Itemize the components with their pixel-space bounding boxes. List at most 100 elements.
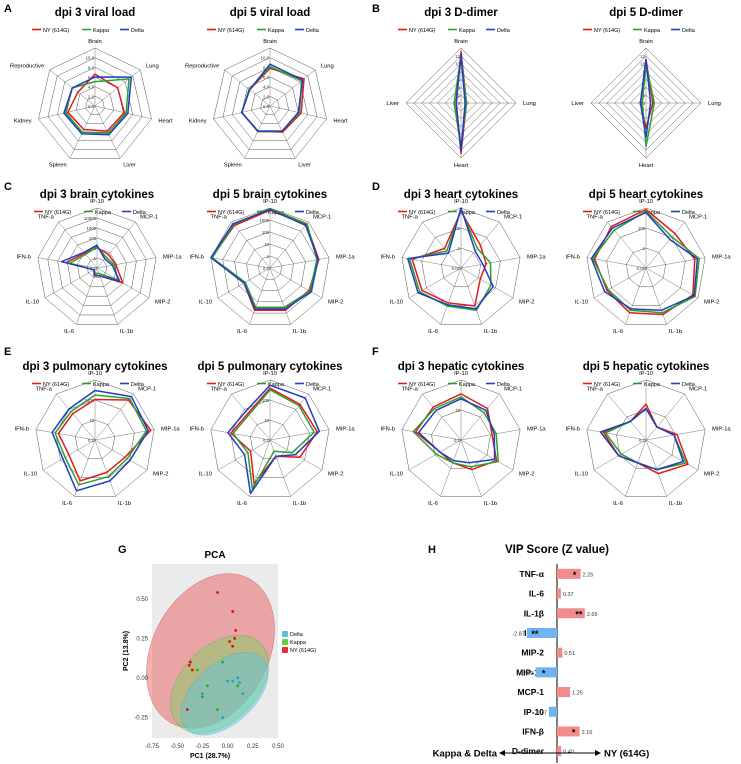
pca-point-ny (228, 640, 232, 643)
radar-grid-ring (260, 96, 280, 115)
chart-title: dpi 3 hepatic cytokines (398, 361, 525, 373)
radar-series-delta (455, 54, 466, 152)
radar-chart-6: dpi 3 heart cytokines NY (614G) Kappa Delta… (381, 189, 547, 335)
vip-category-label: IP-10 (524, 707, 545, 717)
chart-title: dpi 3 D-dimer (424, 7, 498, 19)
legend-label: Delta (133, 210, 147, 216)
radar-spoke (56, 393, 96, 441)
radar-axis-label: TNF-a (401, 215, 418, 221)
radar-series-ny (414, 393, 498, 471)
radar-axis-label: MCP-1 (689, 215, 707, 221)
radar-tick-label: 2 (643, 93, 646, 98)
radar-axis-label: MCP-1 (504, 215, 522, 221)
chart-title: dpi 3 viral load (55, 7, 136, 19)
radar-grid-ring (86, 257, 108, 278)
radar-spoke (269, 393, 309, 441)
pca-x-tick: -0.75 (145, 744, 159, 750)
radar-chart-0: dpi 3 viral load NY (614G) Kappa Delta 0.0 2.… (10, 7, 173, 169)
radar-axis-label: Heart (454, 163, 469, 169)
radar-tick-label: 10 (455, 408, 460, 413)
radar-tick-label: 4 (458, 85, 461, 90)
radar-axis-label: IL-1b (293, 329, 306, 335)
radar-axis-label: Kidney (14, 118, 32, 124)
radar-spoke (210, 257, 271, 269)
radar-grid-ring (222, 219, 318, 314)
radar-tick-label: 1 (94, 256, 97, 261)
vip-significance-mark: * (573, 570, 577, 580)
radar-series-ny (230, 387, 318, 485)
radar-axis-label: MIP-2 (328, 472, 343, 478)
vip-value-label: -2.87 (512, 631, 525, 637)
pca-point-ny (185, 708, 189, 711)
vip-bar (557, 588, 561, 599)
pca-point-ny (231, 610, 235, 613)
radar-axis-label: Lung (708, 101, 721, 107)
radar-chart-11: dpi 5 hepatic cytokines NY (614G) Kappa Del… (566, 361, 732, 507)
pca-y-tick: 0.00 (136, 676, 148, 682)
radar-axis-label: IFN-b (566, 426, 581, 432)
radar-series-delta (407, 207, 494, 310)
radar-axis-label: IFN-b (381, 254, 396, 260)
pca-chart: PCA -0.75 -0.50 -0.25 0.00 0.25 0.50 -0.25 0.00 0… (123, 550, 316, 760)
legend-label: Delta (497, 28, 511, 34)
radar-spoke (94, 105, 121, 159)
radar-tick-label: 10.0 (86, 56, 95, 61)
pca-point-ny (234, 629, 238, 632)
chart-title: dpi 5 hepatic cytokines (583, 361, 710, 373)
legend-label: Delta (682, 382, 696, 388)
pca-point-delta (226, 679, 230, 683)
vip-significance-mark: ** (575, 609, 583, 619)
radar-axis-label: MIP-1a (161, 426, 180, 432)
legend-label: Kappa (644, 210, 661, 216)
radar-axis-label: IL-1b (669, 501, 682, 507)
radar-spoke (76, 267, 98, 325)
radar-spoke (460, 267, 514, 299)
radar-axis-label: Kidney (189, 118, 207, 124)
radar-axis-label: IL-1b (484, 501, 497, 507)
radar-axis-label: MCP-1 (313, 387, 331, 393)
radar-tick-label: 12 (455, 54, 460, 59)
radar-tick-label: 10 (264, 418, 269, 423)
radar-tick-label: 100 (453, 226, 461, 231)
radar-axis-label: IL-6 (613, 329, 623, 335)
radar-spoke (645, 439, 699, 471)
radar-axis-label: TNF-a (37, 215, 54, 221)
radar-axis-label: IL-6 (237, 329, 247, 335)
legend-label: Delta (497, 210, 511, 216)
radar-spoke (422, 393, 462, 441)
legend-label: NY (614G) (218, 382, 244, 388)
radar-axis-label: Liver (571, 101, 584, 107)
radar-axis-label: Spleen (49, 163, 67, 169)
radar-tick-label: 1000 (259, 218, 269, 223)
radar-spoke (96, 257, 157, 269)
radar-spoke (269, 257, 330, 269)
radar-axis-label: IP-10 (639, 199, 653, 205)
vip-bar (557, 608, 585, 619)
vip-value-label: 2.25 (583, 572, 594, 578)
radar-tick-label: 4.0 (88, 85, 95, 90)
radar-tick-label: 2.0 (88, 94, 95, 99)
radar-axis-label: IP-10 (639, 371, 653, 377)
radar-series-kappa (54, 394, 148, 486)
radar-grid-ring (55, 399, 135, 478)
panel-label-C: C (4, 181, 12, 193)
pca-legend-swatch (282, 639, 288, 645)
vip-value-label: 2.65 (587, 612, 598, 618)
vip-value-label: -2.03 (521, 671, 534, 677)
radar-spoke (401, 429, 462, 441)
radar-spoke (231, 393, 271, 441)
legend-label: Kappa (93, 382, 110, 388)
radar-spoke (645, 393, 685, 441)
vip-significance-mark: * (542, 668, 546, 678)
vip-bar (535, 667, 557, 678)
pca-plot-background (152, 564, 278, 738)
pca-x-tick: 0.50 (272, 744, 284, 750)
radar-grid-ring (67, 237, 127, 297)
radar-series-delta (417, 398, 496, 464)
radar-tick-label: 0 (643, 101, 646, 106)
vip-value-label: 0.51 (564, 651, 575, 657)
radar-series-delta (599, 407, 685, 471)
radar-grid-ring (222, 57, 318, 150)
